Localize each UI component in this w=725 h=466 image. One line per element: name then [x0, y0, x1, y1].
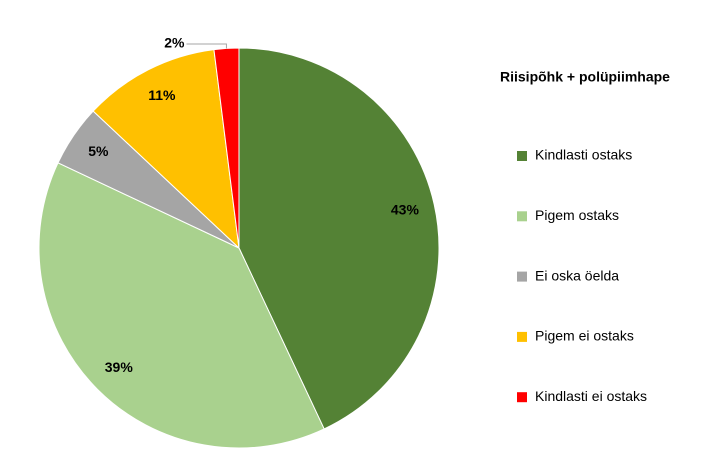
legend-swatch — [517, 271, 527, 282]
data-label: 11% — [148, 87, 176, 103]
pie-slice — [238, 47, 440, 430]
legend-swatch — [517, 331, 527, 342]
legend-label: Kindlasti ostaks — [535, 147, 632, 163]
legend-swatch — [517, 392, 527, 403]
pie-slice — [213, 47, 240, 249]
legend-label: Kindlasti ei ostaks — [535, 388, 647, 404]
data-label: 43% — [391, 202, 420, 218]
data-label: 2% — [164, 35, 185, 51]
legend-label: Pigem ei ostaks — [535, 328, 634, 344]
legend-swatch — [517, 211, 527, 222]
leader-line — [186, 43, 227, 49]
legend-label: Pigem ostaks — [535, 207, 619, 223]
legend-label: Ei oska öelda — [535, 267, 619, 283]
pie-slice — [92, 49, 240, 250]
data-label: 5% — [88, 143, 109, 159]
data-label: 39% — [105, 359, 134, 375]
pie-slice — [38, 162, 325, 449]
legend-swatch — [517, 151, 527, 161]
legend-title: Riisipõhk + polüpiimhape — [500, 69, 670, 85]
